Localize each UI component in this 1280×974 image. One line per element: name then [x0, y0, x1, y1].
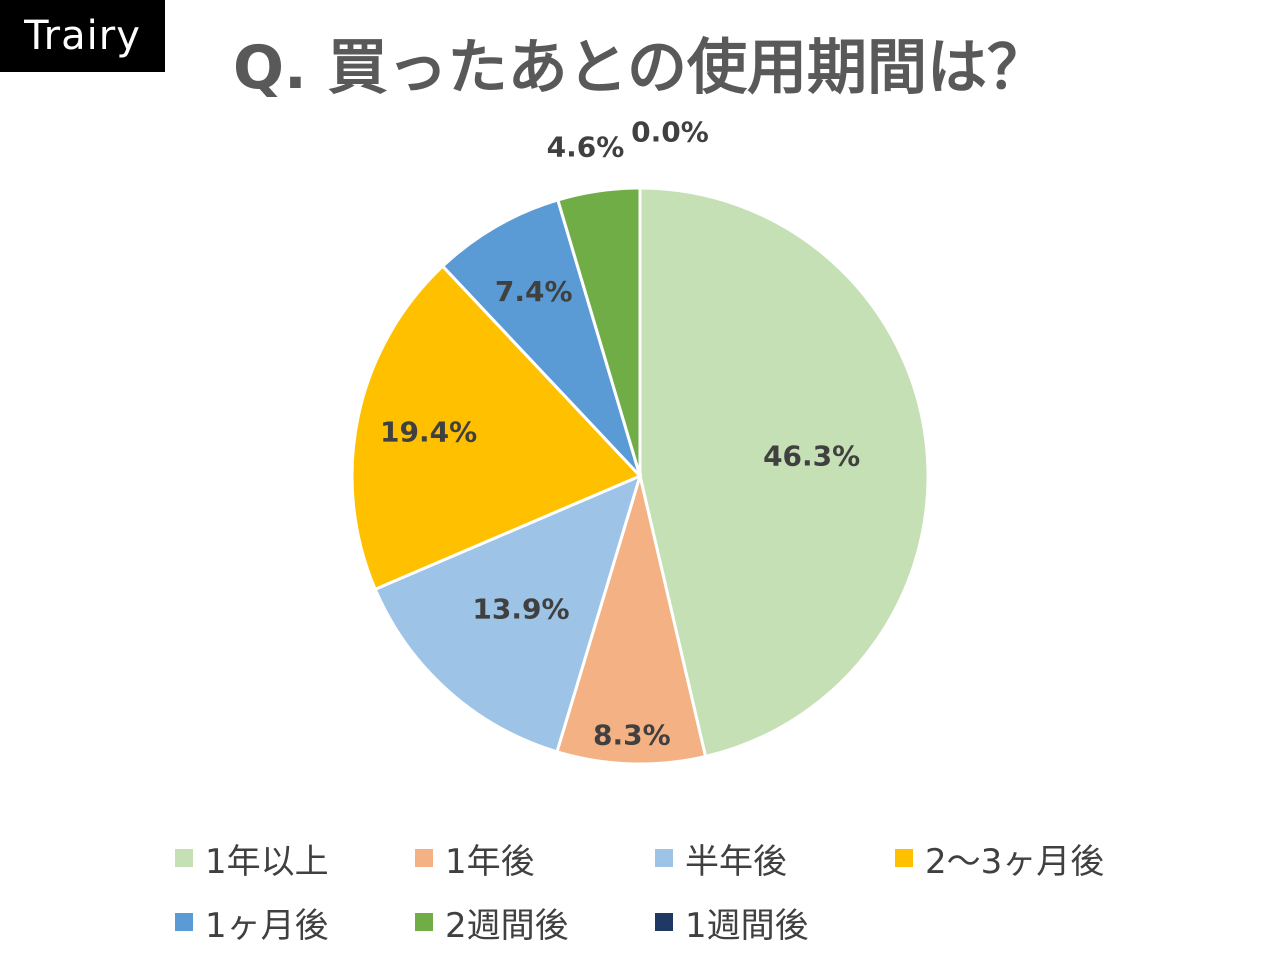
pie-slice-5 [440, 198, 642, 478]
legend-swatch-2 [415, 849, 433, 867]
chart-title: Q. 買ったあとの使用期間は？ [232, 33, 1048, 103]
legend-label-5: 1ヶ月後 [205, 905, 329, 946]
legend-swatch-3 [655, 849, 673, 867]
legend-swatch-7 [655, 913, 673, 931]
pie-slice-6 [555, 186, 642, 477]
data-label-5: 7.4% [495, 275, 573, 308]
data-label-4: 19.4% [380, 415, 477, 448]
legend-label-2: 1年後 [445, 841, 535, 882]
legend-swatch-1 [175, 849, 193, 867]
chart-legend: 1年以上 1年後 半年後 2〜3ヶ月後 1ヶ月後 2週間後 1週間後 [175, 838, 1155, 946]
legend-label-7: 1週間後 [685, 905, 809, 946]
data-label-2: 8.3% [593, 719, 671, 752]
data-label-1: 46.3% [763, 440, 860, 473]
legend-label-1: 1年以上 [205, 841, 329, 882]
legend-swatch-5 [175, 913, 193, 931]
data-label-6: 4.6% [547, 130, 625, 163]
legend-label-6: 2週間後 [445, 905, 569, 946]
legend-swatch-6 [415, 913, 433, 931]
data-label-3: 13.9% [472, 593, 569, 626]
data-label-7: 0.0% [631, 115, 709, 148]
legend-item-4: 2〜3ヶ月後 [895, 838, 1155, 882]
legend-item-2: 1年後 [415, 838, 655, 882]
pie-slice-2 [555, 470, 708, 766]
pie-slice-4 [350, 264, 643, 592]
pie-slice-3 [373, 473, 643, 754]
legend-item-3: 半年後 [655, 838, 895, 882]
legend-item-6: 2週間後 [415, 902, 655, 946]
legend-label-3: 半年後 [685, 841, 787, 882]
legend-item-1: 1年以上 [175, 838, 415, 882]
legend-swatch-4 [895, 849, 913, 867]
legend-item-7: 1週間後 [655, 902, 895, 946]
legend-label-4: 2〜3ヶ月後 [925, 841, 1105, 882]
brand-logo: Trairy [0, 0, 165, 72]
legend-item-5: 1ヶ月後 [175, 902, 415, 946]
pie-slice-1 [638, 186, 930, 759]
